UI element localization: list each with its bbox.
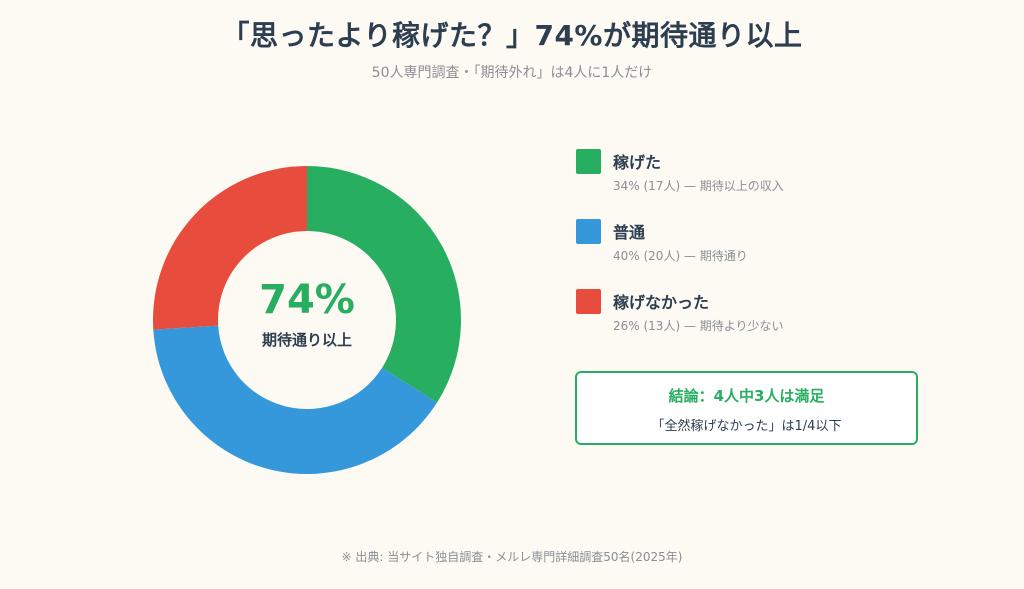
chart-subtitle: 50人専門調査・「期待外れ」は4人に1人だけ [371,65,653,81]
source-note: ※ 出典: 当サイト独自調査・メルレ専門詳細調査50名(2025年) [341,550,683,564]
legend-label: 普通 [613,223,646,242]
legend-label: 稼げなかった [613,293,710,312]
legend-swatch-earned [576,149,601,174]
legend-desc: 34% (17人) — 期待以上の収入 [613,179,784,193]
chart-title: 「思ったより稼げた？」74%が期待通り以上 [221,19,803,52]
legend-desc: 26% (13人) — 期待より少ない [613,319,784,333]
legend-label: 稼げた [613,153,662,172]
conclusion-title: 結論：4人中3人は満足 [668,387,825,405]
donut-slice-1 [153,325,438,475]
legend-item-earned: 稼げた 34% (17人) — 期待以上の収入 [576,146,936,216]
conclusion-body: 「全然稼げなかった」は1/4以下 [651,419,842,434]
legend-swatch-normal [576,219,601,244]
legend-item-not-earned: 稼げなかった 26% (13人) — 期待より少ない [576,286,936,356]
legend-swatch-not-earned [576,289,601,314]
conclusion-box: 結論：4人中3人は満足 「全然稼げなかった」は1/4以下 [575,371,918,445]
donut-slices [153,166,461,475]
legend: 稼げた 34% (17人) — 期待以上の収入 普通 40% (20人) — 期… [576,146,936,356]
legend-desc: 40% (20人) — 期待通り [613,249,748,263]
center-value: 74% [259,277,355,323]
donut-slice-2 [153,166,307,330]
center-label: 期待通り以上 [262,331,352,349]
donut-chart: 74% 期待通り以上 [153,166,461,475]
donut-slice-0 [307,166,461,403]
legend-item-normal: 普通 40% (20人) — 期待通り [576,216,936,286]
